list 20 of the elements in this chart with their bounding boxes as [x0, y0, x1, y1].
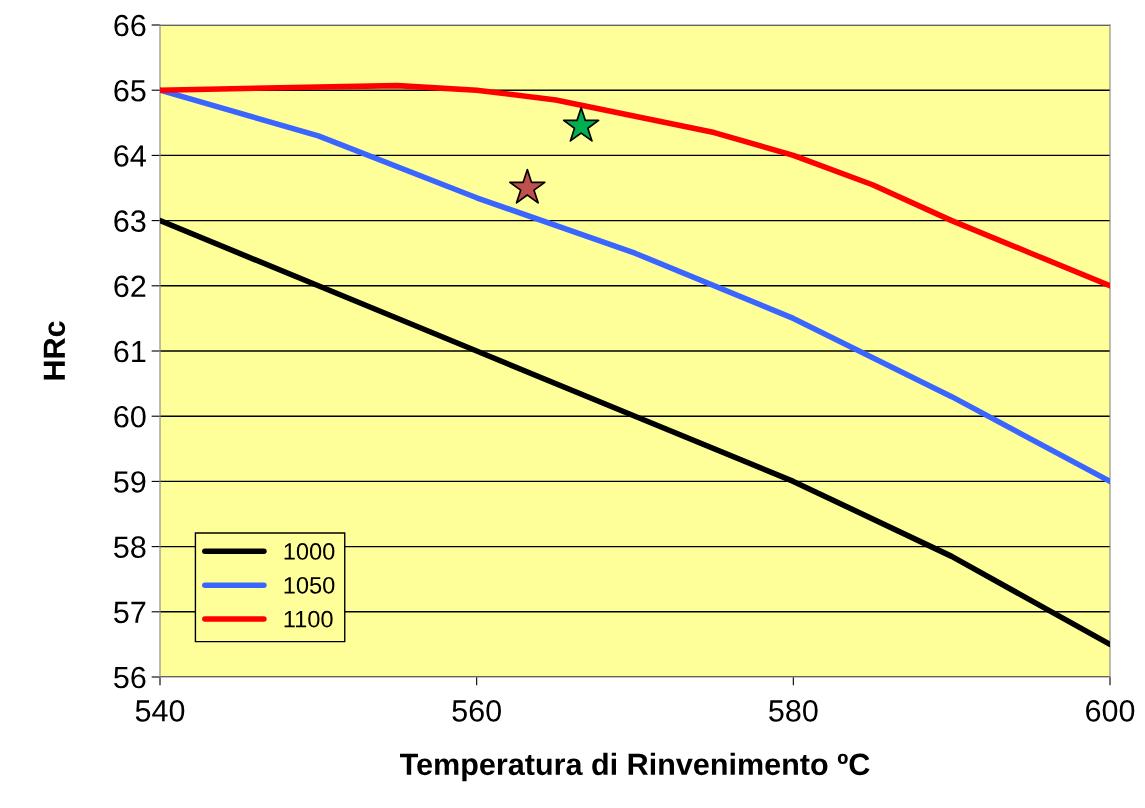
x-tick-label: 600: [1086, 700, 1135, 722]
y-tick-label: 64: [114, 145, 146, 167]
legend-label: 1000: [284, 543, 335, 560]
legend-label: 1100: [284, 610, 333, 628]
y-tick-label: 57: [114, 601, 146, 624]
x-tick-label: 540: [135, 700, 185, 722]
x-tick-label: 580: [769, 700, 818, 722]
y-axis-title: HRc: [43, 321, 66, 380]
y-tick-label: 58: [114, 536, 146, 558]
y-tick-label: 56: [114, 666, 146, 689]
y-tick-label: 60: [114, 405, 146, 428]
x-axis-title: Temperatura di Rinvenimento ºC: [400, 752, 870, 782]
y-tick-label: 63: [114, 210, 146, 232]
y-tick-label: 61: [114, 340, 146, 363]
y-tick-label: 62: [114, 275, 146, 298]
x-tick-label: 560: [452, 700, 501, 722]
legend-label: 1050: [284, 576, 335, 594]
y-tick-label: 65: [114, 79, 146, 102]
y-tick-label: 66: [114, 14, 146, 37]
y-tick-label: 59: [114, 471, 146, 493]
